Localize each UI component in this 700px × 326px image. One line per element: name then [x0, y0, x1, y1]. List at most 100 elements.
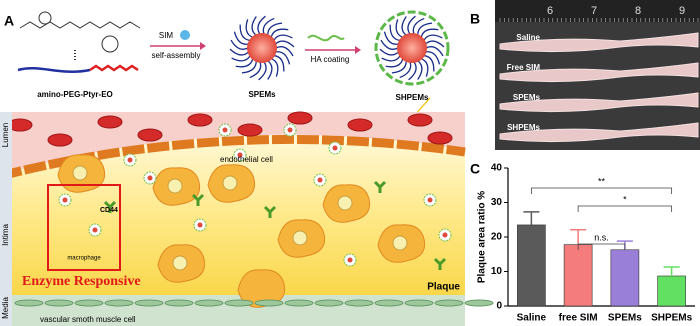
- significance-label: **: [598, 176, 606, 186]
- smooth-muscle: [374, 299, 404, 307]
- smooth-muscle: [164, 299, 194, 307]
- nanoparticle-core: [197, 222, 203, 228]
- drug-icon: [180, 30, 190, 40]
- cd44: [373, 180, 387, 193]
- core: [397, 33, 427, 63]
- red-blood-cell: [97, 115, 123, 129]
- row-label: Saline: [516, 33, 540, 42]
- row-label: SPEMs: [513, 93, 541, 102]
- ha-chain: [307, 34, 345, 42]
- micelle: [374, 10, 450, 86]
- nanoparticle-core: [332, 145, 338, 151]
- significance-bracket: [530, 187, 673, 194]
- red-blood-cell: [137, 128, 163, 142]
- red-blood-cell: [47, 133, 73, 147]
- chain: [389, 24, 401, 42]
- chain: [235, 58, 254, 68]
- chemical-ring: [101, 35, 119, 53]
- chain: [412, 17, 425, 35]
- x-tick-label: free SIM: [559, 313, 598, 324]
- nanoparticle-core: [317, 177, 323, 183]
- chain: [383, 31, 399, 45]
- chain: [231, 55, 251, 62]
- smooth-muscle: [284, 299, 314, 307]
- nanoparticle-core: [347, 257, 353, 263]
- panel-letter: C: [470, 161, 480, 177]
- chain: [420, 57, 429, 77]
- label: Plaque: [427, 282, 460, 293]
- nanoparticle-core: [427, 197, 433, 203]
- ptyr-chain: [89, 64, 139, 72]
- y-tick-label: 10: [491, 266, 503, 277]
- chain: [241, 60, 257, 74]
- chain: [381, 55, 401, 62]
- ruler-label: 7: [591, 5, 597, 17]
- bar: [657, 275, 686, 307]
- chain: [258, 61, 267, 81]
- peg-chain: [17, 67, 91, 73]
- bar: [517, 224, 546, 307]
- chain: [251, 16, 257, 36]
- red-blood-cell: [237, 123, 263, 137]
- chemical-ring: [38, 11, 52, 25]
- chain: [230, 39, 249, 50]
- chain: [229, 48, 250, 56]
- smooth-muscle: [74, 299, 104, 307]
- highlight-box: [47, 184, 121, 271]
- label: Lumen: [1, 123, 10, 147]
- chain: [380, 39, 399, 50]
- y-axis-label: Plaque area ratio %: [477, 191, 488, 283]
- aorta: [499, 32, 699, 53]
- cd44: [263, 205, 277, 218]
- cd44: [433, 257, 447, 270]
- x-tick-label: SHPEMs: [651, 313, 693, 324]
- chain: [401, 16, 407, 36]
- cd44: [103, 200, 117, 213]
- label: SIM: [159, 31, 174, 40]
- chain: [275, 46, 294, 57]
- smooth-muscle: [104, 299, 134, 307]
- label: CD44: [100, 207, 118, 214]
- ruler: [495, 0, 700, 22]
- smooth-muscle: [464, 299, 494, 307]
- chain: [424, 40, 445, 48]
- nucleus: [222, 175, 238, 191]
- label: self-assembly: [152, 51, 201, 60]
- arrow-head: [200, 42, 206, 50]
- chain: [423, 34, 443, 41]
- nanoparticle-core: [442, 232, 448, 238]
- chemical-structure: [19, 21, 141, 29]
- row-label: Free SIM: [507, 63, 541, 72]
- chain: [420, 28, 439, 38]
- nanoparticle-core: [127, 157, 133, 163]
- label: macrophage: [67, 256, 101, 262]
- chain: [399, 61, 412, 79]
- label: Intima: [1, 224, 10, 246]
- callout: Enzyme Responsive: [22, 274, 141, 289]
- label: SHPEMs: [396, 93, 429, 102]
- chain: [249, 61, 262, 79]
- smooth-muscle: [134, 299, 164, 307]
- smooth-muscle: [344, 299, 374, 307]
- nanoparticle-core: [287, 127, 293, 133]
- row-label: SHPEMs: [507, 123, 540, 132]
- panel-letter: B: [470, 11, 480, 27]
- chain: [425, 51, 441, 65]
- arrow-head: [355, 46, 361, 54]
- y-tick-label: 30: [491, 197, 503, 208]
- smooth-muscle: [14, 299, 44, 307]
- chain: [257, 15, 266, 35]
- label: SPEMs: [248, 90, 276, 99]
- red-blood-cell: [407, 113, 433, 127]
- aorta: [499, 62, 699, 83]
- nucleus: [392, 235, 408, 251]
- chain: [423, 54, 435, 72]
- chain: [407, 15, 416, 35]
- chain: [275, 51, 291, 65]
- chain: [408, 61, 417, 81]
- chain: [267, 22, 283, 36]
- cells: [7, 111, 494, 308]
- nanoparticle-core: [62, 197, 68, 203]
- nucleus: [172, 255, 188, 271]
